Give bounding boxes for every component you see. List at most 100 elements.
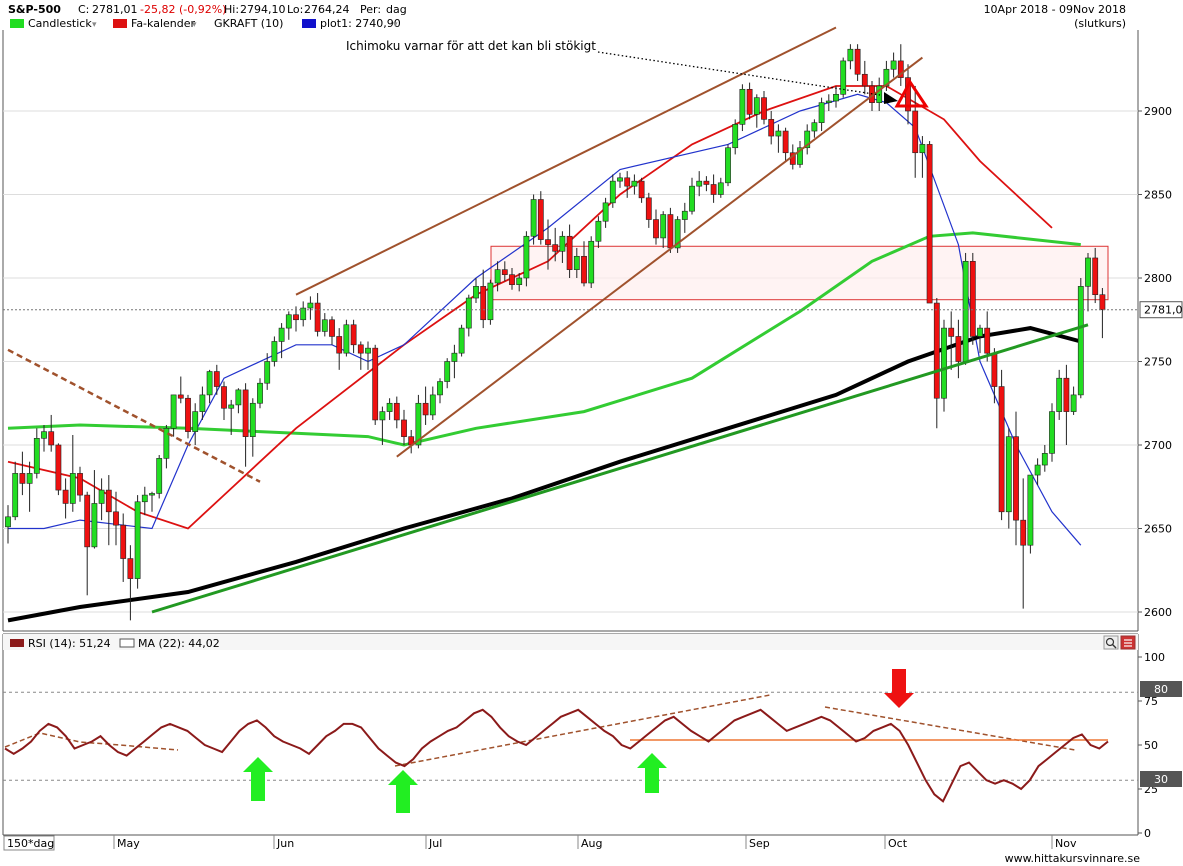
price-panel: 2600 2650 2700 2750 2800 2850 2900 2781,0 Ichi…: [2, 26, 1183, 632]
rsi-annotations: [4, 669, 1108, 813]
candle-body: [141, 494, 148, 503]
candle-body: [293, 314, 299, 321]
trend-resistance-dashed: [7, 348, 261, 483]
rsi-label: RSI (14): 51,24: [28, 637, 111, 650]
ma-swatch: [119, 638, 135, 648]
rsi-level-30-tag: 30: [1140, 771, 1182, 787]
price-y-axis: 2600 2650 2700 2750 2800 2850 2900: [1138, 105, 1172, 619]
change-value: -25,82 (-0,92%): [140, 3, 226, 16]
ma-red-line: [7, 85, 1053, 530]
candle-body: [55, 444, 62, 491]
candle-body: [264, 361, 271, 384]
candle-body: [991, 352, 998, 387]
rsi-grid: [3, 691, 1138, 781]
candle-body: [617, 177, 623, 182]
x-tick-label: Jun: [276, 837, 294, 850]
candle-body: [465, 297, 472, 329]
candle-body: [62, 489, 69, 504]
candle-body: [1070, 394, 1077, 412]
zoom-icon[interactable]: [1103, 635, 1119, 650]
legend-gkraft-label[interactable]: GKRAFT (10): [214, 17, 283, 30]
date-range: 10Apr 2018 - 09Nov 2018: [984, 3, 1126, 16]
chevron-down-icon[interactable]: ▾: [192, 20, 197, 30]
period-value: dag: [386, 3, 407, 16]
price-tick-label: 2600: [1144, 606, 1172, 619]
candle-body: [710, 184, 717, 195]
candle-body: [861, 73, 868, 87]
candle-body: [242, 389, 249, 437]
candle-body: [69, 473, 76, 504]
price-tick-label: 2900: [1144, 105, 1172, 118]
candle-body: [588, 240, 595, 284]
candle-body: [307, 302, 314, 309]
candle-body: [933, 302, 940, 399]
candle-body: [660, 214, 667, 239]
low-value: 2764,24: [304, 3, 350, 16]
candle-body: [912, 110, 919, 154]
candle-body: [804, 130, 811, 149]
candle-body: [941, 327, 947, 399]
candle-body: [429, 394, 436, 416]
legend-candlestick[interactable]: Candlestick ▾: [10, 17, 97, 30]
rsi-line: [4, 708, 1109, 803]
candle-body: [329, 319, 335, 337]
price-type: (slutkurs): [1074, 17, 1126, 30]
candle-body: [91, 503, 98, 548]
candle-body: [847, 48, 854, 62]
rsi-tick-label: 100: [1144, 651, 1165, 664]
candle-body: [113, 511, 119, 526]
candle-body: [1099, 294, 1106, 311]
period-box[interactable]: 150*dag: [3, 835, 55, 851]
candle-body: [602, 202, 609, 222]
candle-body: [753, 97, 760, 115]
candle-body: [761, 97, 767, 120]
candle-body: [833, 94, 839, 102]
candle-body: [631, 180, 638, 187]
legend-candlestick-label: Candlestick: [28, 17, 92, 30]
chart-header: S&P-500 C: 2781,01 -25,82 (-0,92%) Hi: 2…: [8, 3, 1126, 30]
x-tick-label: Sep: [749, 837, 770, 850]
trend-lines: [7, 26, 1089, 614]
candle-body: [221, 386, 227, 409]
low-label: Lo:: [287, 3, 303, 16]
candle-body: [998, 386, 1005, 513]
legend-fa-kalender[interactable]: Fa-kalender ▾: [113, 17, 197, 30]
down-arrow-icon: [884, 669, 914, 708]
candle-body: [854, 48, 861, 75]
price-tick-label: 2750: [1144, 356, 1172, 369]
candle-body: [134, 501, 141, 579]
candle-body: [249, 402, 256, 437]
chevron-down-icon[interactable]: ▾: [92, 20, 97, 30]
candle-body: [624, 177, 631, 187]
candle-body: [33, 438, 40, 474]
candle-body: [192, 411, 199, 432]
candle-body: [437, 381, 443, 396]
price-tick-label: 2650: [1144, 523, 1172, 536]
chevron-down-icon[interactable]: ▾: [393, 20, 398, 30]
candle-body: [473, 286, 479, 299]
candle-body: [26, 473, 33, 484]
candle-body: [415, 402, 422, 446]
candle-body: [393, 402, 400, 421]
candle-body: [559, 235, 566, 252]
price-tick-label: 2700: [1144, 439, 1172, 452]
candle-body: [977, 327, 983, 337]
close-panel-icon[interactable]: [1120, 635, 1136, 650]
trend-channel-bottom: [396, 56, 924, 458]
candle-body: [552, 244, 559, 252]
rsi-panel: RSI (14): 51,24 MA (22): 44,02 100755025…: [2, 633, 1182, 840]
candle-body: [919, 144, 926, 154]
candle-body: [494, 269, 501, 284]
candle-body: [537, 199, 544, 240]
price-tick-label: 2850: [1144, 189, 1172, 202]
candle-body: [595, 220, 602, 242]
x-tick-label: Nov: [1055, 837, 1077, 850]
legend-plot1[interactable]: plot1: 2740,90 ▾: [302, 17, 401, 30]
close-label: C:: [78, 3, 89, 16]
candle-body: [1092, 257, 1099, 295]
candle-body: [321, 319, 328, 332]
legend-plot1-label: plot1: 2740,90: [320, 17, 401, 30]
candle-body: [955, 336, 962, 362]
ma-label: MA (22): 44,02: [138, 637, 220, 650]
